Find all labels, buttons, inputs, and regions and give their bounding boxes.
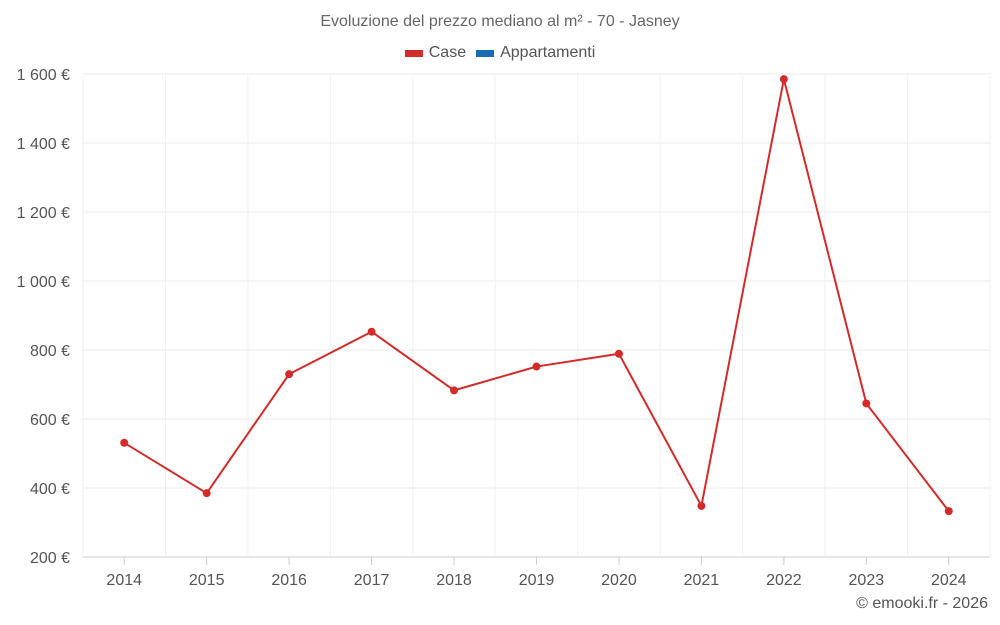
x-tick-label: 2020	[601, 572, 637, 589]
y-tick-label: 1 000 €	[17, 274, 70, 291]
y-tick-label: 800 €	[30, 343, 70, 360]
legend-swatch-appartamenti	[476, 49, 495, 57]
data-point-2021	[697, 501, 706, 510]
data-point-2014	[120, 438, 129, 447]
data-point-2024	[944, 507, 953, 516]
legend-item-appartamenti[interactable]: Appartamenti	[476, 44, 595, 62]
y-tick-label: 200 €	[30, 550, 70, 567]
x-tick-label: 2015	[189, 572, 225, 589]
y-tick-label: 1 400 €	[17, 136, 70, 153]
y-tick-label: 400 €	[30, 481, 70, 498]
data-point-2020	[614, 349, 623, 358]
chart-title: Evoluzione del prezzo mediano al m² - 70…	[320, 13, 680, 30]
legend-label-case: Case	[428, 44, 467, 61]
legend-label-appartamenti: Appartamenti	[500, 44, 596, 61]
data-point-2017	[367, 327, 376, 336]
legend-item-case[interactable]: Case	[404, 44, 467, 62]
legend-swatch-case	[404, 49, 423, 57]
y-tick-label: 1 600 €	[17, 67, 70, 84]
x-tick-label: 2019	[519, 572, 555, 589]
x-tick-label: 2021	[684, 572, 720, 589]
y-tick-label: 600 €	[30, 412, 70, 429]
data-point-2019	[532, 362, 541, 371]
data-point-2023	[862, 399, 871, 408]
chart-legend: Case Appartamenti	[0, 44, 1000, 62]
x-tick-label: 2022	[766, 572, 802, 589]
y-tick-label: 1 200 €	[17, 205, 70, 222]
x-tick-label: 2014	[106, 572, 142, 589]
data-point-2015	[202, 489, 211, 498]
copyright-credit: © emooki.fr - 2026	[856, 595, 988, 612]
x-tick-label: 2024	[931, 572, 967, 589]
data-point-2018	[450, 386, 459, 395]
x-tick-label: 2023	[849, 572, 885, 589]
x-tick-label: 2017	[354, 572, 390, 589]
data-point-2016	[285, 370, 294, 379]
data-point-2022	[779, 75, 788, 84]
x-tick-label: 2016	[271, 572, 307, 589]
x-tick-label: 2018	[436, 572, 472, 589]
